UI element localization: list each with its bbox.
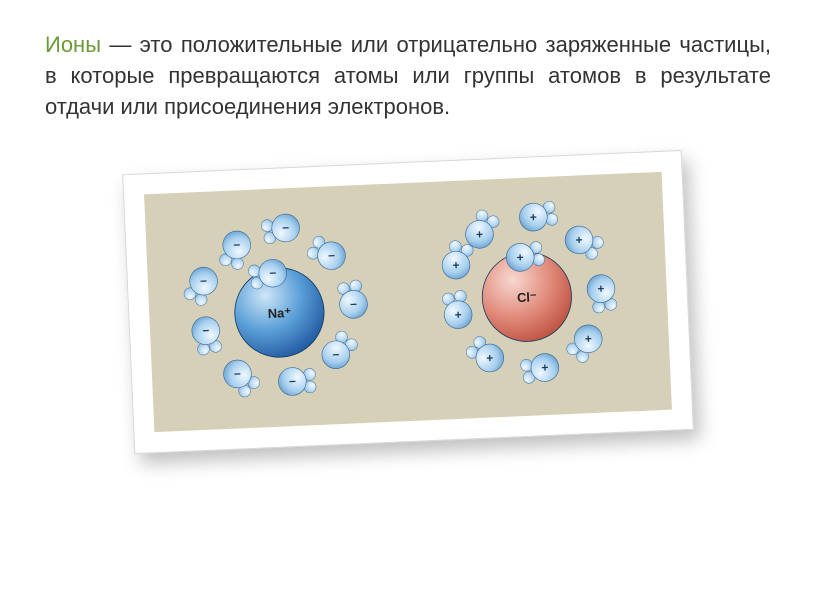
svg-text:+: + xyxy=(454,308,462,322)
svg-text:−: − xyxy=(328,249,336,263)
definition-term: Ионы xyxy=(45,32,101,57)
diagram-card: Na⁺ − − − − − − − − − − Cl⁻ + + + + + + + + + + xyxy=(122,150,694,454)
svg-text:−: − xyxy=(234,367,242,381)
svg-text:+: + xyxy=(486,351,494,365)
svg-text:−: − xyxy=(200,274,208,288)
svg-text:+: + xyxy=(584,332,592,346)
svg-text:+: + xyxy=(597,282,605,296)
diagram-card-container: Na⁺ − − − − − − − − − − Cl⁻ + + + + + + + + + + xyxy=(45,162,771,442)
svg-text:−: − xyxy=(282,221,290,235)
svg-text:+: + xyxy=(476,228,484,242)
svg-text:Na⁺: Na⁺ xyxy=(267,305,291,321)
svg-text:+: + xyxy=(452,258,460,272)
ions-diagram-svg: Na⁺ − − − − − − − − − − Cl⁻ + + + + + + + + + + xyxy=(144,172,672,432)
svg-text:−: − xyxy=(202,324,210,338)
svg-text:−: − xyxy=(233,238,241,252)
diagram-inner: Na⁺ − − − − − − − − − − Cl⁻ + + + + + + + + + + xyxy=(144,172,672,432)
definition-text: Ионы — это положительные или отрицательн… xyxy=(45,30,771,122)
svg-text:+: + xyxy=(575,233,583,247)
definition-body: — это положительные или отрицательно зар… xyxy=(45,32,771,119)
svg-text:+: + xyxy=(516,251,524,265)
svg-text:−: − xyxy=(332,348,340,362)
svg-text:−: − xyxy=(269,266,277,280)
svg-text:+: + xyxy=(530,210,538,224)
svg-text:−: − xyxy=(350,298,358,312)
svg-text:+: + xyxy=(541,361,549,375)
svg-text:Cl⁻: Cl⁻ xyxy=(517,290,538,306)
svg-text:−: − xyxy=(289,375,297,389)
